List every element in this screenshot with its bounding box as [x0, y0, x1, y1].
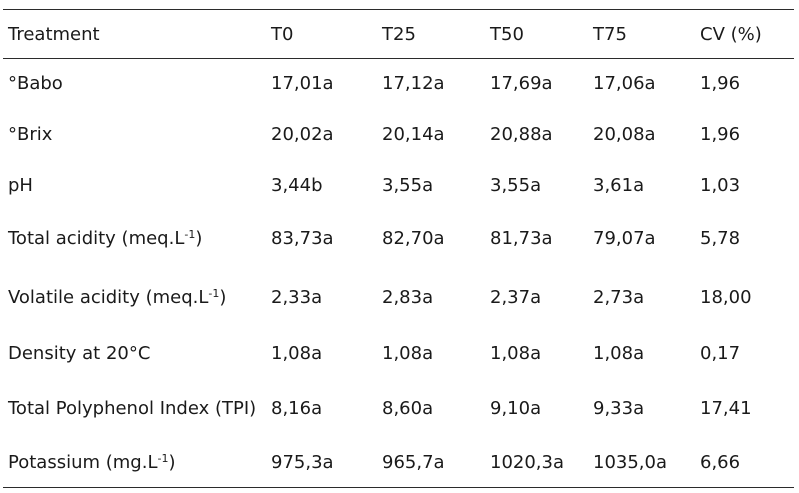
cell-t0: 20,02a	[271, 123, 334, 145]
row-unit-exponent: -1	[157, 451, 169, 465]
row-unit: (meq.L	[121, 228, 185, 249]
cell-t50: 9,10a	[490, 398, 542, 419]
row-unit: (mg.L	[105, 451, 158, 473]
cell-t0: 1,08a	[271, 343, 323, 364]
cell-t75: 3,61a	[593, 174, 645, 196]
cell-t0: 8,16a	[271, 398, 323, 419]
cell-t0: 17,01a	[271, 72, 334, 94]
row-label-text: °Babo	[8, 72, 63, 94]
cell-t25: 17,12a	[382, 72, 445, 94]
cell-t25: 2,83a	[382, 286, 434, 308]
table-row: °Babo 17,01a 17,12a 17,69a 17,06a 1,96	[0, 58, 799, 108]
cell-t75: 17,06a	[593, 72, 656, 94]
table-top-rule	[3, 9, 794, 10]
cell-t25: 8,60a	[382, 398, 434, 419]
header-t75: T75	[593, 23, 627, 45]
cell-t0: 3,44b	[271, 174, 323, 196]
row-label: Potassium (mg.L-1)	[0, 437, 271, 487]
row-label: Total Polyphenol Index (TPI)	[0, 380, 271, 437]
row-label: °Brix	[0, 108, 271, 160]
row-label-text: pH	[8, 174, 33, 196]
row-label: Volatile acidity (meq.L-1)	[0, 267, 271, 327]
cell-t75: 79,07a	[593, 228, 656, 249]
table-row: Volatile acidity (meq.L-1) 2,33a 2,83a 2…	[0, 267, 799, 327]
row-label-text: Total Polyphenol Index (TPI)	[8, 398, 257, 419]
table-row: °Brix 20,02a 20,14a 20,88a 20,08a 1,96	[0, 108, 799, 160]
results-table: Treatment T0 T25 T50 T75 CV (%) °Babo 17…	[0, 10, 799, 487]
table-header-rule	[3, 58, 794, 59]
row-unit-close: )	[195, 228, 203, 249]
cell-t25: 20,14a	[382, 123, 445, 145]
cell-t0: 975,3a	[271, 451, 334, 473]
row-label-text: Density at 20°C	[8, 343, 151, 364]
cell-cv: 6,66	[700, 451, 741, 473]
header-treatment: Treatment	[8, 23, 100, 45]
cell-t75: 1035,0a	[593, 451, 668, 473]
table-row: Total Polyphenol Index (TPI) 8,16a 8,60a…	[0, 380, 799, 437]
cell-t50: 81,73a	[490, 228, 553, 249]
cell-cv: 17,41	[700, 398, 752, 419]
header-t50: T50	[490, 23, 524, 45]
table-bottom-rule	[3, 487, 794, 488]
cell-t50: 2,37a	[490, 286, 542, 308]
row-unit-close: )	[219, 286, 227, 308]
row-unit: (meq.L	[145, 286, 209, 308]
cell-t50: 3,55a	[490, 174, 542, 196]
cell-t50: 17,69a	[490, 72, 553, 94]
row-label-text: °Brix	[8, 123, 53, 145]
cell-cv: 1,96	[700, 123, 741, 145]
cell-t0: 83,73a	[271, 228, 334, 249]
table-row: Potassium (mg.L-1) 975,3a 965,7a 1020,3a…	[0, 437, 799, 487]
cell-t0: 2,33a	[271, 286, 323, 308]
table-row: Density at 20°C 1,08a 1,08a 1,08a 1,08a …	[0, 327, 799, 380]
row-label-text: Potassium	[8, 451, 106, 473]
cell-t75: 20,08a	[593, 123, 656, 145]
row-label-text: Volatile acidity	[8, 286, 146, 308]
cell-cv: 1,96	[700, 72, 741, 94]
cell-cv: 5,78	[700, 228, 741, 249]
cell-t25: 82,70a	[382, 228, 445, 249]
cell-cv: 18,00	[700, 286, 752, 308]
cell-t25: 1,08a	[382, 343, 434, 364]
cell-t75: 2,73a	[593, 286, 645, 308]
cell-t75: 9,33a	[593, 398, 645, 419]
table-row: pH 3,44b 3,55a 3,55a 3,61a 1,03	[0, 160, 799, 210]
row-label: °Babo	[0, 58, 271, 108]
cell-cv: 0,17	[700, 343, 741, 364]
row-unit-close: )	[168, 451, 176, 473]
header-t0: T0	[271, 23, 294, 45]
cell-t50: 20,88a	[490, 123, 553, 145]
row-label: pH	[0, 160, 271, 210]
cell-t25: 3,55a	[382, 174, 434, 196]
row-label-text: Total acidity	[8, 228, 122, 249]
row-unit-exponent: -1	[184, 228, 196, 241]
cell-t75: 1,08a	[593, 343, 645, 364]
row-label: Total acidity (meq.L-1)	[0, 210, 271, 267]
header-cv: CV (%)	[700, 23, 762, 45]
cell-t50: 1020,3a	[490, 451, 565, 473]
row-label: Density at 20°C	[0, 327, 271, 380]
cell-cv: 1,03	[700, 174, 741, 196]
cell-t25: 965,7a	[382, 451, 445, 473]
cell-t50: 1,08a	[490, 343, 542, 364]
header-t25: T25	[382, 23, 416, 45]
table-header-row: Treatment T0 T25 T50 T75 CV (%)	[0, 10, 799, 58]
row-unit-exponent: -1	[208, 286, 220, 300]
table-row: Total acidity (meq.L-1) 83,73a 82,70a 81…	[0, 210, 799, 267]
